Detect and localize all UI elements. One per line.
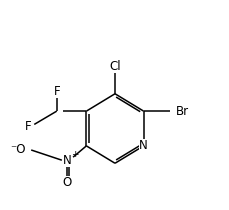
- Text: ⁻O: ⁻O: [11, 143, 26, 156]
- Text: N: N: [139, 139, 147, 152]
- Text: F: F: [25, 120, 31, 133]
- Text: F: F: [53, 85, 60, 98]
- Text: Br: Br: [176, 105, 189, 118]
- Text: Cl: Cl: [109, 60, 120, 73]
- Text: N: N: [62, 154, 71, 167]
- Text: O: O: [62, 176, 71, 189]
- Text: +: +: [71, 150, 78, 159]
